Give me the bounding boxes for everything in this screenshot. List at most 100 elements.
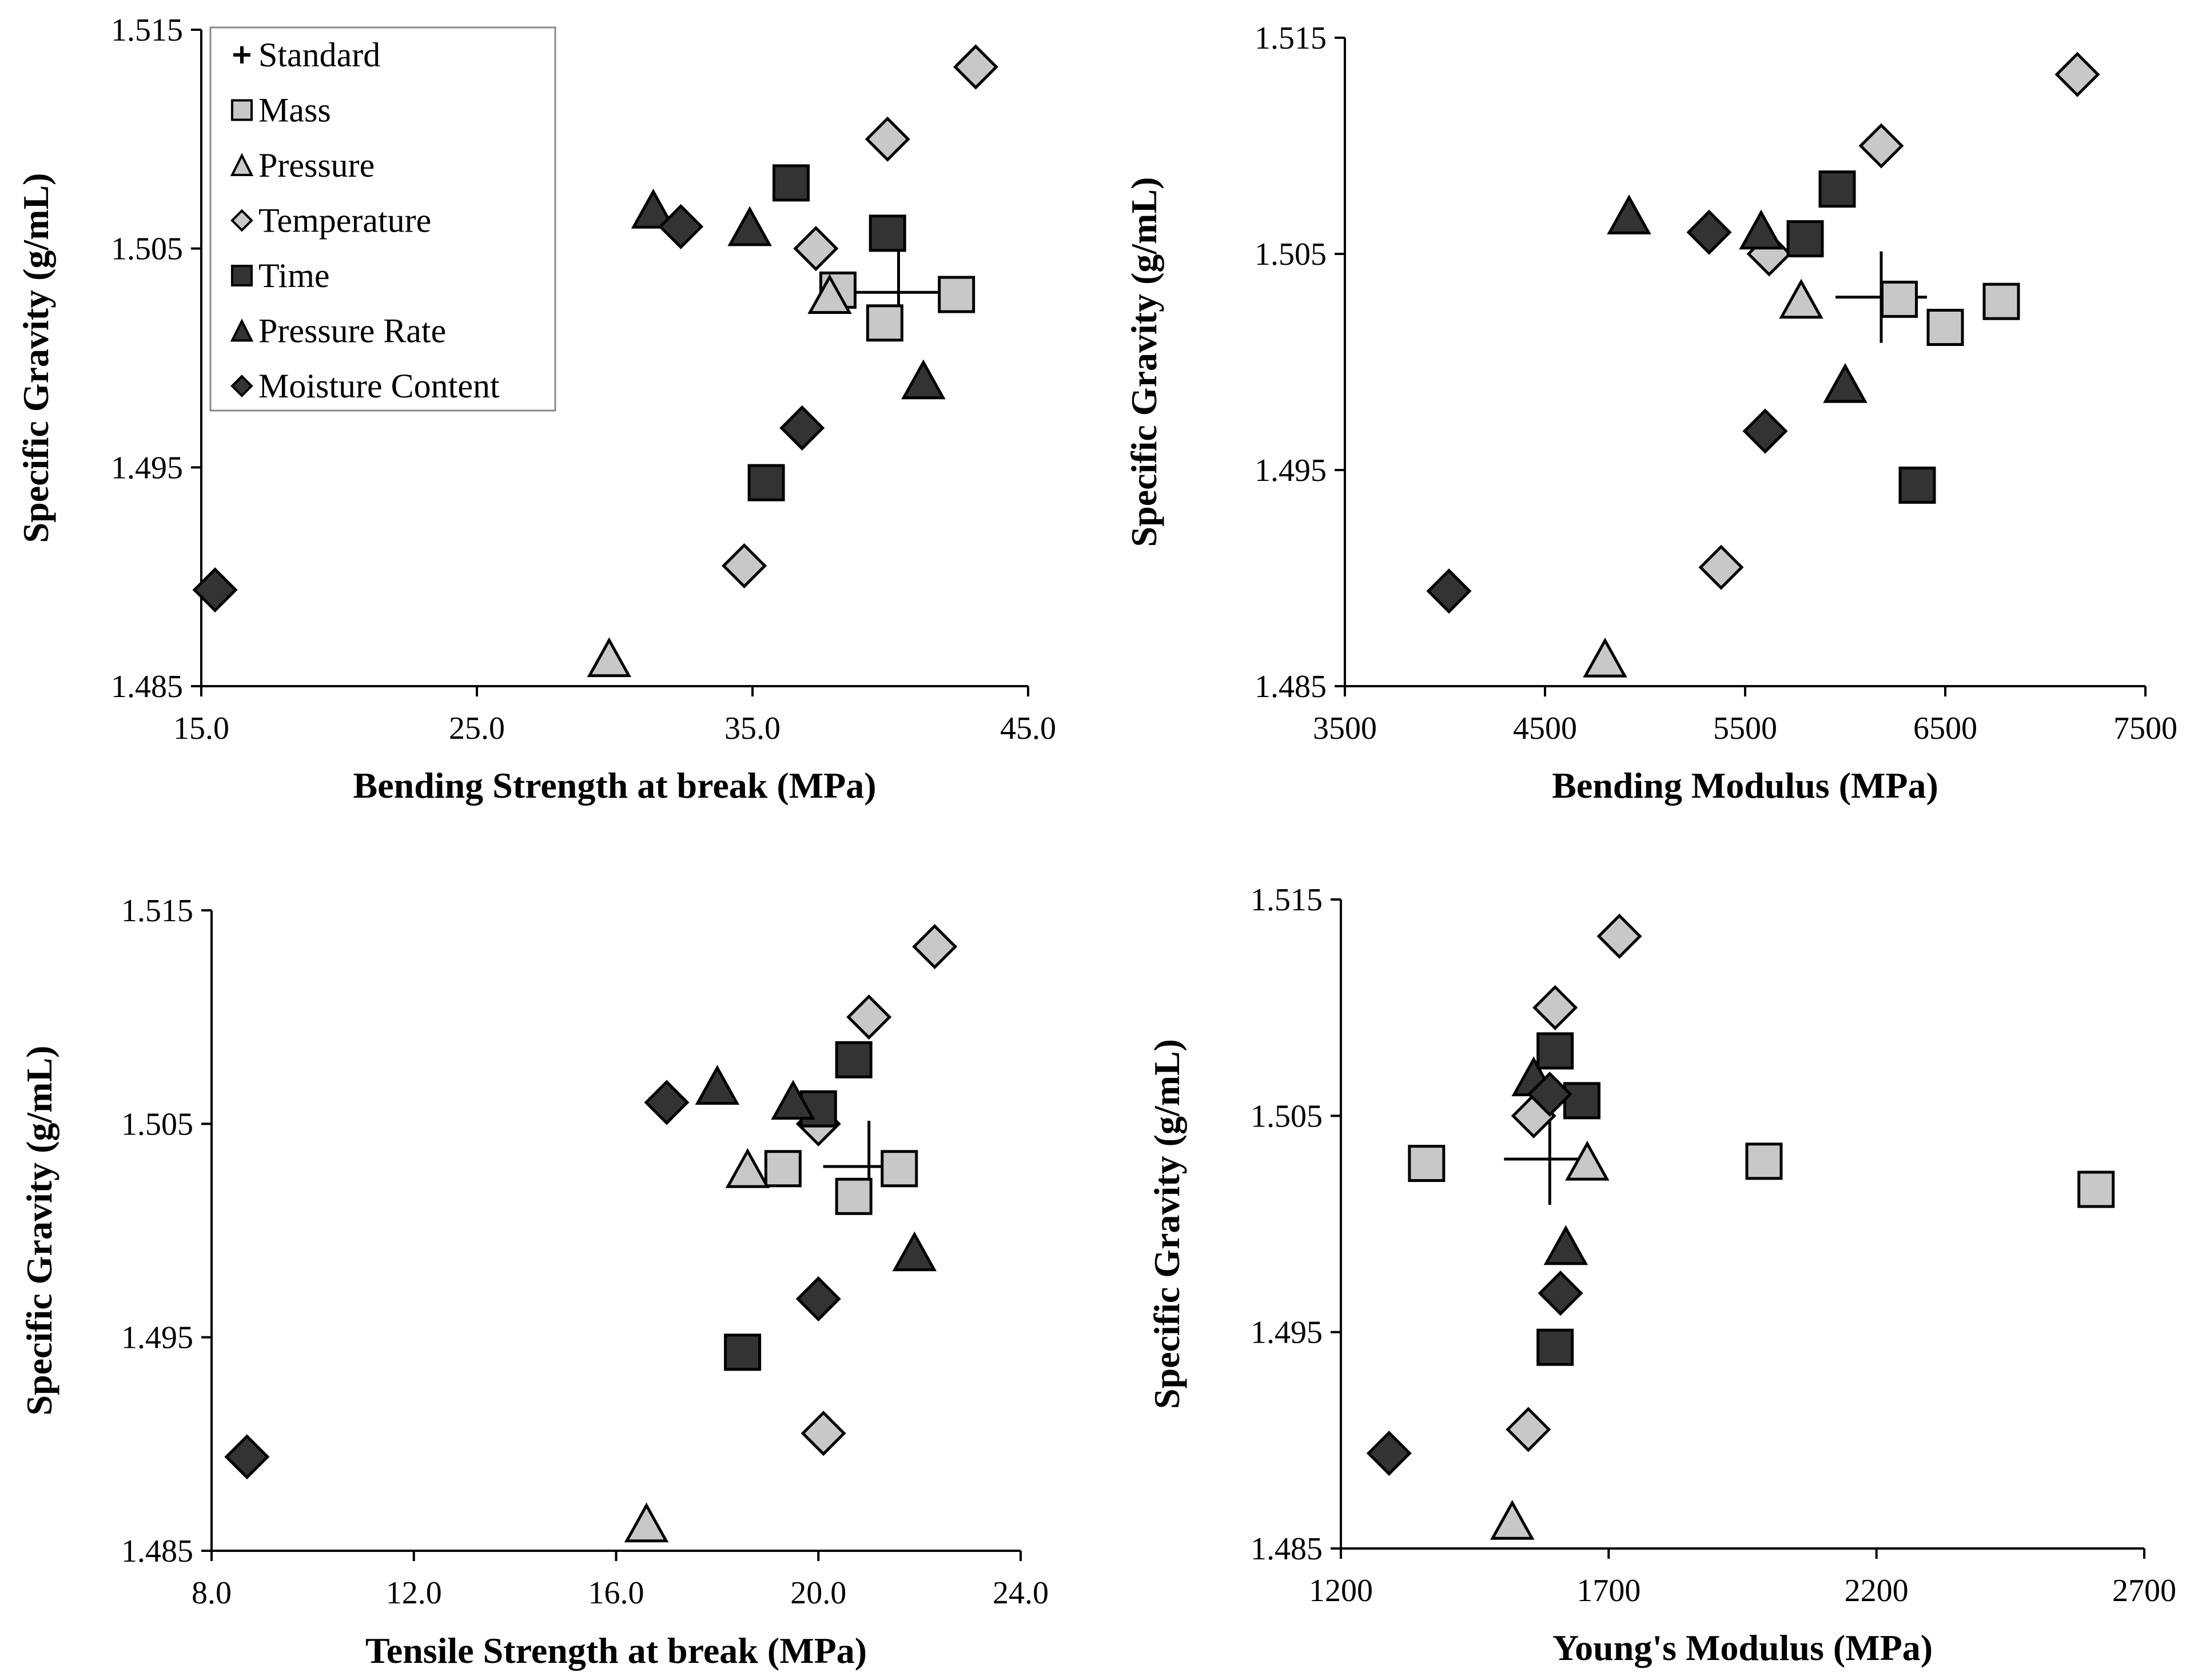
legend-label: Time <box>258 257 330 294</box>
x-axis-title: Bending Strength at break (MPa) <box>353 765 877 806</box>
point-time <box>1898 466 1936 504</box>
legend-label: Moisture Content <box>258 367 500 405</box>
y-tick-label: 1.515 <box>1255 21 1327 56</box>
legend-entry-time: Time <box>231 257 330 294</box>
legend-label: Mass <box>258 91 331 129</box>
legend-box <box>209 26 556 412</box>
y-tick-label: 1.515 <box>1251 882 1323 918</box>
legend-entry-pressure: Pressure <box>230 146 375 184</box>
point-moisture-content <box>658 204 704 249</box>
x-tick-label: 15.0 <box>173 711 229 746</box>
point-pressure <box>587 637 632 678</box>
x-tick-label: 16.0 <box>588 1575 644 1611</box>
point-time <box>724 1333 762 1371</box>
point-pressure-rate <box>1607 194 1651 234</box>
point-temperature <box>865 116 910 162</box>
series-pressure-rate <box>695 1065 937 1272</box>
point-moisture-content <box>1538 1271 1583 1316</box>
charts-layer: 1.485 1.495 1.505 1.515 15.0 25.0 35.0 45.0 Bend… <box>15 13 2177 1671</box>
x-tick-label: 35.0 <box>724 711 781 746</box>
y-tick-label: 1.505 <box>121 1106 193 1142</box>
point-temperature <box>912 923 958 970</box>
point-pressure-rate <box>631 188 676 229</box>
point-moisture-content <box>1366 1430 1412 1476</box>
legend-entry-temperature: Temperature <box>230 202 431 240</box>
point-time <box>1563 1082 1600 1120</box>
point-moisture-content <box>224 1434 270 1480</box>
point-moisture-content <box>1527 1071 1572 1117</box>
point-mass <box>764 1150 802 1188</box>
series-time <box>1786 170 1936 504</box>
x-tick-label: 45.0 <box>1000 711 1056 746</box>
x-tick-label: 25.0 <box>449 711 505 746</box>
x-axis-title: Tensile Strength at break (MPa) <box>365 1630 867 1671</box>
x-tick-label: 4500 <box>1513 711 1577 746</box>
point-pressure <box>1779 278 1823 319</box>
series-moisture-content <box>1426 209 1788 614</box>
point-moisture-content <box>795 1276 841 1322</box>
point-mass <box>1926 309 1964 347</box>
point-mass <box>1881 280 1918 318</box>
y-tick-label: 1.495 <box>1251 1315 1323 1351</box>
point-time <box>747 464 785 501</box>
chart-2: 1.485 1.495 1.505 1.515 3500 4500 5500 6500 7500… <box>1124 21 2177 806</box>
point-temperature <box>793 226 839 272</box>
legend-marker <box>233 46 250 63</box>
point-mass <box>938 276 975 313</box>
legend-label: Pressure <box>258 146 375 184</box>
point-time <box>772 164 810 202</box>
legend-marker <box>230 153 254 176</box>
legend-label: Temperature <box>258 202 431 240</box>
series-moisture-content <box>224 1080 841 1480</box>
series-mass <box>764 1150 918 1215</box>
point-pressure <box>725 1148 770 1188</box>
point-moisture-content <box>1742 408 1788 454</box>
legend-label: Standard <box>258 36 380 74</box>
series-pressure <box>1583 278 1823 678</box>
point-temperature <box>801 1411 846 1456</box>
point-moisture-content <box>1426 568 1472 614</box>
series-moisture-content <box>1366 1071 1583 1476</box>
x-tick-label: 12.0 <box>386 1575 442 1611</box>
point-mass <box>881 1150 918 1188</box>
x-tick-label: 6500 <box>1913 711 1977 746</box>
point-mass <box>835 1177 873 1215</box>
point-pressure-rate <box>727 206 772 246</box>
x-tick-label: 7500 <box>2113 711 2177 746</box>
x-axis-title: Young's Modulus (MPa) <box>1552 1627 1933 1668</box>
series-time <box>747 164 906 501</box>
series-moisture-content <box>192 204 825 613</box>
point-pressure-rate <box>1543 1225 1588 1265</box>
point-mass <box>1408 1145 1446 1183</box>
y-tick-label: 1.485 <box>121 1534 193 1569</box>
point-temperature <box>2054 51 2100 97</box>
legend-marker <box>231 265 253 286</box>
legend-entry-standard: Standard <box>233 36 380 74</box>
y-tick-label: 1.505 <box>111 232 183 267</box>
point-pressure-rate <box>1823 363 1868 403</box>
point-temperature <box>953 44 998 90</box>
y-axis-title: Specific Gravity (g/mL) <box>19 1046 59 1416</box>
point-time <box>1536 1032 1574 1070</box>
chart-1: 1.485 1.495 1.505 1.515 15.0 25.0 35.0 45.0 Bend… <box>15 13 1056 806</box>
series-pressure-rate <box>1607 194 1868 403</box>
series-temperature <box>722 44 998 589</box>
legend-label: Pressure Rate <box>258 312 446 350</box>
x-tick-label: 20.0 <box>790 1575 846 1611</box>
x-tick-label: 1200 <box>1309 1573 1373 1609</box>
y-axis-title: Specific Gravity (g/mL) <box>1124 177 1164 547</box>
y-tick-label: 1.485 <box>111 669 183 704</box>
point-temperature <box>722 543 767 589</box>
legend-entry-moisture-content: Moisture Content <box>230 367 500 405</box>
y-axis-title: Specific Gravity (g/mL) <box>15 173 56 543</box>
point-pressure <box>1583 637 1627 678</box>
series-pressure <box>624 1148 770 1543</box>
point-pressure <box>624 1502 669 1543</box>
series-pressure <box>587 274 852 678</box>
point-moisture-content <box>644 1080 690 1125</box>
point-time <box>869 214 906 252</box>
point-mass <box>2077 1171 2115 1208</box>
legend-entry-pressure-rate: Pressure Rate <box>230 312 446 350</box>
x-tick-label: 8.0 <box>192 1575 232 1611</box>
